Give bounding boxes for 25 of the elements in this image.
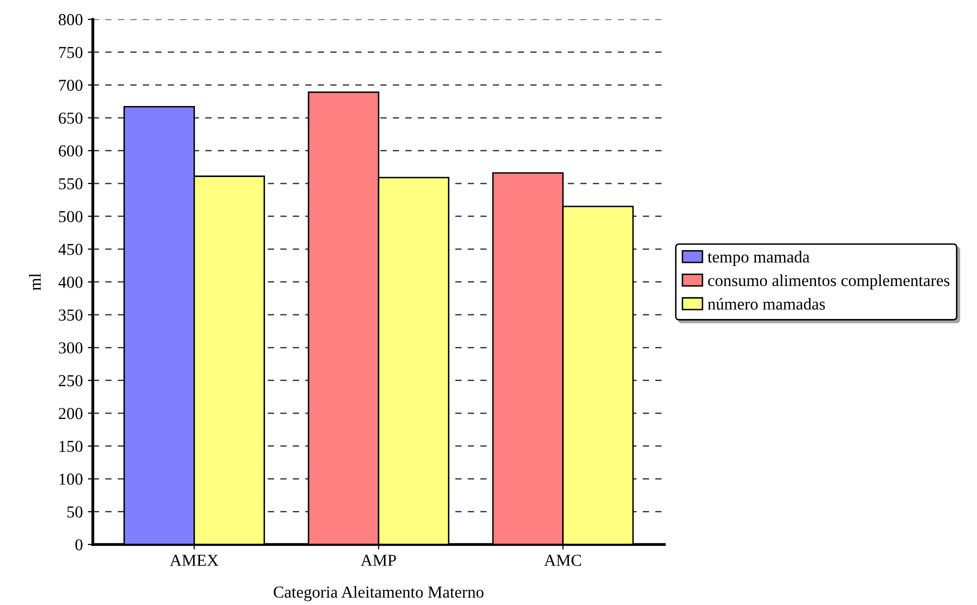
y-tick-label: 750 xyxy=(59,46,82,58)
y-tick-label: 500 xyxy=(59,210,82,222)
x-tick-label: AMC xyxy=(544,554,582,566)
y-tick-label: 550 xyxy=(59,178,82,190)
y-tick-label: 100 xyxy=(60,474,82,485)
y-tick-label: 200 xyxy=(58,408,82,420)
legend-label: tempo mamada xyxy=(708,250,810,266)
y-tick-label: 300 xyxy=(58,342,82,354)
legend-label: número mamadas xyxy=(708,298,825,310)
y-tick-label: 600 xyxy=(58,145,82,157)
y-tick-label: 700 xyxy=(59,80,82,91)
y-axis-title: ml xyxy=(29,273,41,290)
y-tick-label: 250 xyxy=(58,375,82,386)
y-tick-label: 450 xyxy=(58,244,82,256)
x-tick-label: AMEX xyxy=(170,554,218,566)
y-tick-label: 50 xyxy=(67,506,82,518)
x-axis-title: Categoria Aleitamento Materno xyxy=(274,586,484,602)
legend-label: consumo alimentos complementares xyxy=(708,274,950,290)
y-tick-label: 0 xyxy=(75,539,82,550)
y-tick-label: 800 xyxy=(58,14,82,26)
y-tick-label: 350 xyxy=(58,309,82,321)
y-tick-label: 650 xyxy=(58,112,82,124)
y-tick-label: 150 xyxy=(60,440,82,452)
x-tick-label: AMP xyxy=(360,554,396,566)
y-tick-label: 400 xyxy=(58,276,82,288)
